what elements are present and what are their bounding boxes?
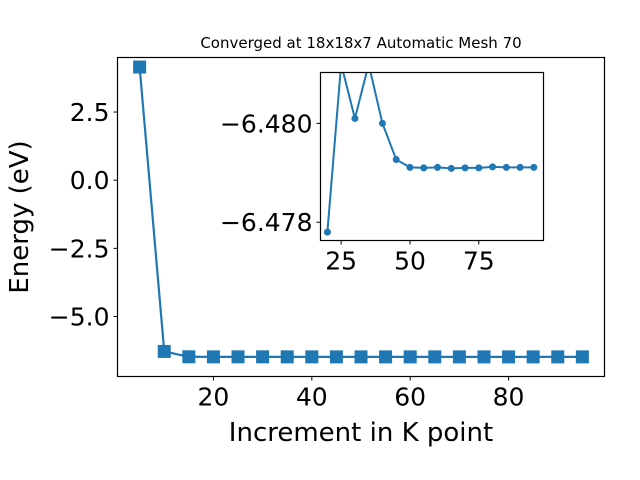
- inset-background: [320, 72, 544, 241]
- main-y-tick-label: 0.0: [70, 166, 110, 195]
- main-data-point: [502, 350, 516, 364]
- main-plot-area: [133, 60, 589, 364]
- main-data-point: [477, 350, 491, 364]
- main-data-point: [206, 350, 220, 364]
- inset-data-point: [502, 163, 510, 171]
- inset-data-point: [447, 164, 455, 172]
- main-x-tick-label: 80: [493, 383, 525, 412]
- main-data-point: [354, 350, 368, 364]
- main-x-tick-label: 20: [198, 383, 230, 412]
- inset-data-point: [434, 163, 442, 171]
- main-y-tick-label: −2.5: [49, 234, 110, 263]
- inset-y-tick-label: −6.478: [220, 208, 313, 237]
- inset-data-point: [392, 155, 400, 163]
- inset-y-tick-label: −6.480: [220, 109, 313, 138]
- inset-data-point: [530, 163, 538, 171]
- main-data-point: [379, 350, 393, 364]
- inset-axis-ticks: 25 50 75 −6.480 −6.478: [220, 109, 495, 275]
- inset-data-point: [365, 61, 372, 68]
- inset-data-point: [475, 164, 483, 172]
- inset-data-point: [378, 119, 386, 127]
- main-data-point: [231, 350, 245, 364]
- main-data-point: [329, 350, 343, 364]
- inset-plot-frame: [319, 71, 545, 242]
- inset-data-point: [338, 61, 345, 68]
- main-data-point: [526, 350, 540, 364]
- inset-series-group: [323, 61, 538, 236]
- main-axis-ticks: 20 40 60 80 2.5 0.0 −2.5 −5.0: [49, 98, 525, 411]
- main-data-point: [280, 350, 294, 364]
- inset-x-tick-label: 75: [463, 247, 495, 276]
- inset-data-point: [420, 164, 428, 172]
- main-data-point: [182, 350, 196, 364]
- main-data-point: [256, 350, 270, 364]
- main-data-point: [575, 350, 589, 364]
- main-data-point: [157, 344, 171, 358]
- main-data-point: [452, 350, 466, 364]
- inset-plot-area: [323, 61, 538, 236]
- inset-data-point: [406, 163, 414, 171]
- chart-title: Converged at 18x18x7 Automatic Mesh 70: [200, 34, 521, 52]
- inset-data-point: [351, 114, 359, 122]
- main-data-point: [428, 350, 442, 364]
- main-y-tick-label: 2.5: [70, 98, 110, 127]
- inset-x-tick-label: 50: [394, 247, 426, 276]
- main-data-point: [133, 60, 147, 74]
- main-data-point: [551, 350, 565, 364]
- main-data-point: [403, 350, 417, 364]
- main-x-tick-label: 60: [394, 383, 426, 412]
- inset-x-tick-label: 25: [325, 247, 357, 276]
- inset-data-point: [461, 164, 469, 172]
- y-axis-label: Energy (eV): [5, 140, 35, 293]
- main-x-tick-label: 40: [296, 383, 328, 412]
- main-series-group: [133, 60, 589, 364]
- inset-series-line: [326, 72, 534, 233]
- inset-data-point: [489, 163, 497, 171]
- inset-data-point: [516, 163, 524, 171]
- main-data-point: [305, 350, 319, 364]
- x-axis-label: Increment in K point: [229, 418, 493, 448]
- main-y-tick-label: −5.0: [49, 303, 110, 332]
- inset-data-point: [323, 228, 331, 236]
- main-plot-frame: [116, 56, 606, 378]
